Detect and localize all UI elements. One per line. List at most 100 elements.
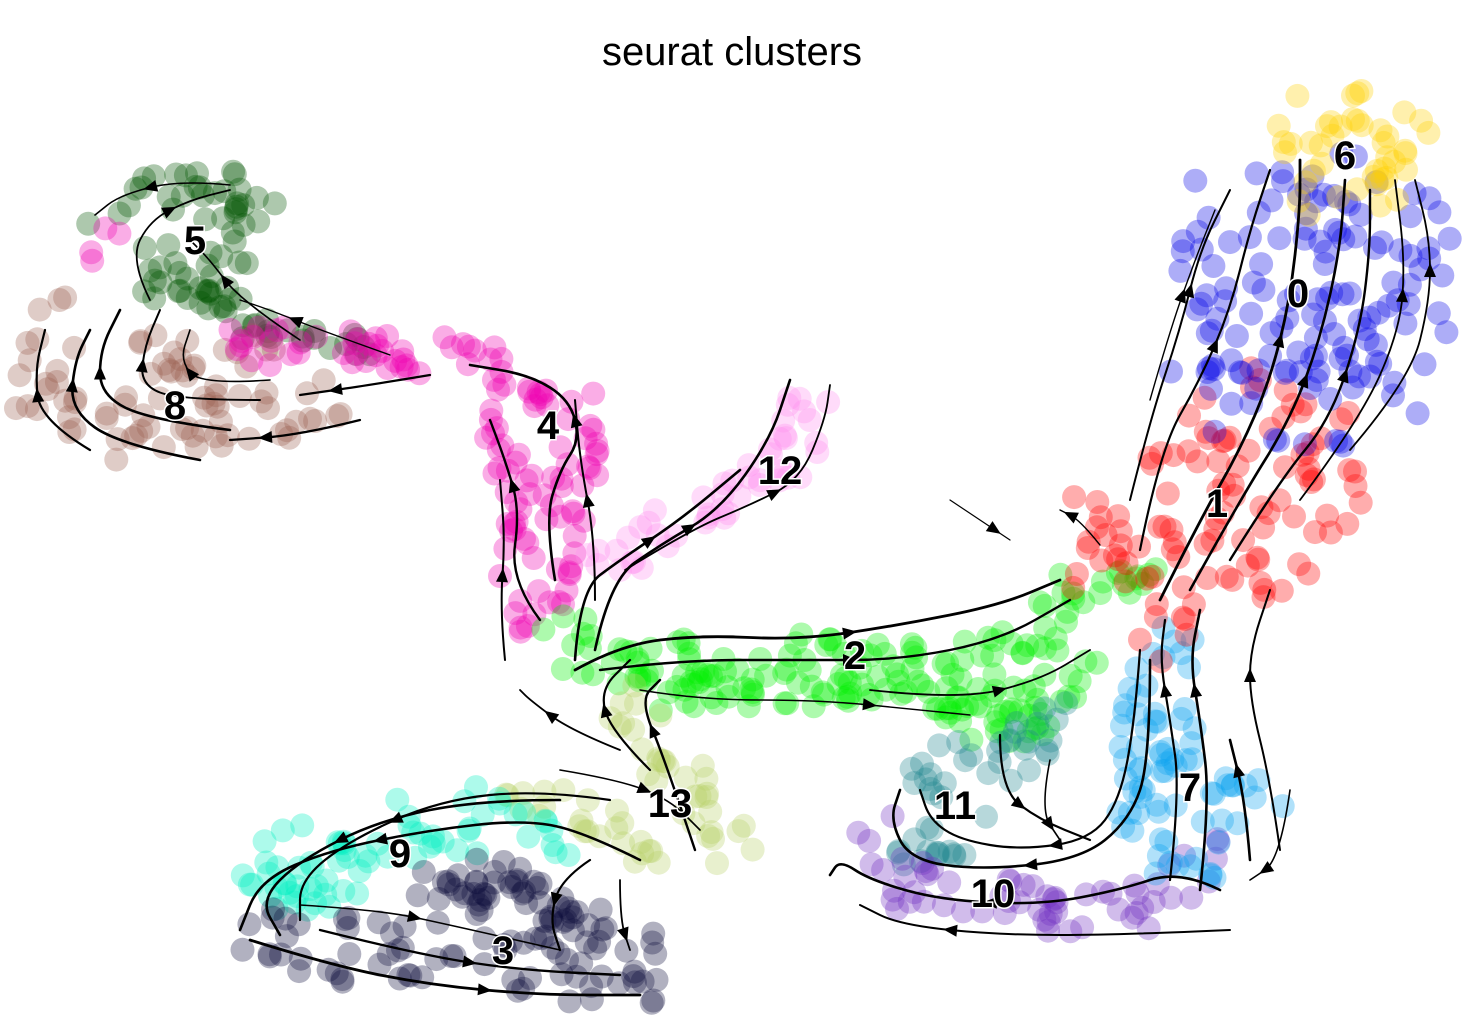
cell-point [491,850,516,874]
cell-point [1128,627,1152,652]
cell-point [104,447,129,472]
cell-point [187,175,212,200]
cell-point [123,176,148,201]
streamline-arrowhead [617,926,629,942]
cluster-label: 12 [758,449,803,493]
cell-point [1044,707,1069,732]
cell-point [436,872,461,897]
cell-point [1388,238,1413,263]
cell-point [890,846,915,871]
cell-point [1108,519,1133,544]
cell-point [298,406,322,431]
cell-point [1151,645,1176,670]
cluster-label: 7 [1179,766,1201,810]
cell-point [1273,378,1298,403]
cell-point [523,387,548,412]
cell-point [740,837,765,862]
streamline [1248,589,1281,851]
cell-point [639,990,664,1015]
cell-point [255,308,279,332]
cell-point [885,662,909,687]
cell-point [581,417,606,442]
cell-point [142,286,167,311]
cell-point [916,839,941,864]
cell-point [913,767,938,792]
cell-point [444,877,469,902]
cell-point [636,762,661,787]
cell-point [264,896,289,921]
cell-point [175,286,200,310]
cell-point [1011,872,1036,897]
cell-point [772,661,797,685]
cell-point [1120,818,1145,843]
cell-point [431,870,456,895]
cell-point [451,332,475,357]
streamline-arrowhead [843,654,857,666]
cell-point [1293,392,1318,417]
cell-point [471,881,496,906]
cell-point [1345,81,1370,106]
cell-point [823,634,848,659]
cluster-label: 11 [934,784,976,828]
cell-point [53,388,78,413]
cell-point [1062,485,1087,510]
cell-point [534,809,558,834]
cell-point [672,677,697,702]
cell-point [259,328,284,353]
cell-point [197,278,221,303]
cell-point [1305,287,1330,312]
cell-point [694,785,719,809]
cell-point [996,889,1021,913]
cell-point [1017,703,1042,728]
cell-point [541,465,566,490]
cell-point [1146,843,1171,868]
cell-point [993,699,1018,724]
cell-point [893,679,918,704]
cell-point [1308,426,1333,451]
cell-point [637,839,662,863]
cell-point [628,515,653,540]
cell-point [576,913,601,938]
cell-point [1327,220,1352,245]
cell-point [229,329,254,353]
cell-point [470,802,495,827]
cell-point [1102,543,1127,568]
cell-point [244,185,269,210]
cell-point [335,916,360,940]
cell-point [814,633,839,657]
cell-point [539,904,563,929]
cell-point [94,406,119,430]
cell-point [1348,490,1373,515]
cell-point [523,926,548,951]
cell-point [646,746,671,771]
cell-point [332,838,357,863]
cell-point [699,685,724,710]
streamline-arrowhead [1337,368,1349,384]
cell-point [1336,401,1361,425]
cell-point [680,672,705,697]
cell-point [492,372,517,397]
cell-point [1331,433,1356,458]
cell-point [1174,622,1199,647]
cell-point [512,800,537,825]
cell-point [338,319,363,344]
cell-point [1357,305,1382,330]
cell-point [1051,580,1076,605]
cell-point [1070,915,1095,940]
cell-point [1043,626,1068,651]
cell-point [767,426,792,451]
cell-point [272,871,297,896]
cell-point [94,401,119,426]
cell-point [1225,811,1250,836]
cell-point [249,389,274,414]
cell-point [396,804,421,829]
cell-point [356,849,381,874]
cell-point [240,323,265,348]
cell-point [1271,405,1296,430]
cell-point [1160,747,1185,772]
cell-point [1200,528,1225,553]
cell-point [335,845,360,870]
cell-point [538,906,563,931]
